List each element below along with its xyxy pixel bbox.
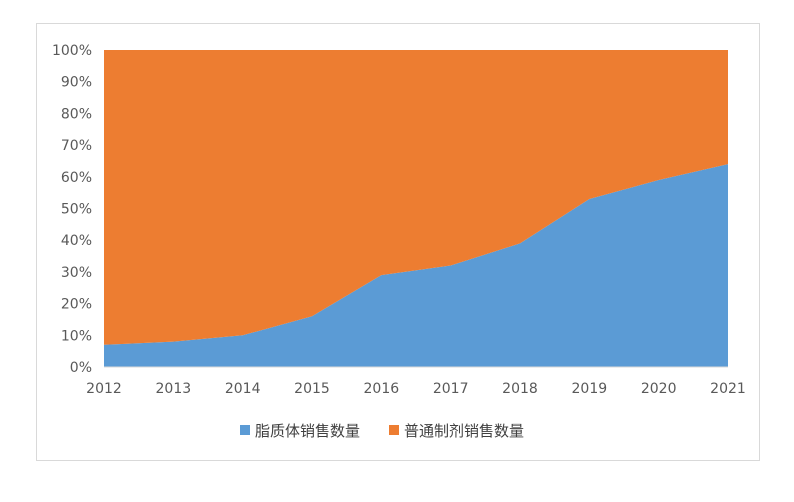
y-tick-label: 60%	[61, 170, 92, 186]
y-tick-label: 100%	[52, 43, 92, 59]
y-tick-label: 20%	[61, 297, 92, 313]
legend-label: 脂质体销售数量	[255, 422, 360, 440]
x-tick-label: 2016	[364, 381, 400, 397]
legend-label: 普通制剂销售数量	[404, 422, 524, 440]
y-tick-label: 0%	[70, 360, 92, 376]
area-series-1	[104, 164, 728, 367]
x-tick-label: 2014	[225, 381, 261, 397]
y-tick-label: 80%	[61, 106, 92, 122]
x-tick-label: 2019	[572, 381, 608, 397]
y-tick-label: 90%	[61, 75, 92, 91]
legend: 脂质体销售数量 普通制剂销售数量	[240, 422, 524, 440]
x-tick-label: 2020	[641, 381, 677, 397]
y-axis-ticks: 0% 10% 20% 30% 40% 50% 60% 70% 80% 90% 100%	[52, 43, 92, 376]
y-tick-label: 10%	[61, 328, 92, 344]
x-tick-label: 2018	[502, 381, 538, 397]
x-axis-ticks: 2012 2013 2014 2015 2016 2017 2018 2019 2020 2021	[86, 381, 746, 397]
x-tick-label: 2012	[86, 381, 122, 397]
y-tick-label: 50%	[61, 202, 92, 218]
y-tick-label: 40%	[61, 233, 92, 249]
x-tick-label: 2015	[294, 381, 330, 397]
x-tick-label: 2013	[156, 381, 192, 397]
x-tick-label: 2017	[433, 381, 469, 397]
legend-swatch	[240, 425, 250, 435]
legend-swatch	[389, 425, 399, 435]
y-tick-label: 30%	[61, 265, 92, 281]
area-series-2	[104, 50, 728, 345]
x-tick-label: 2021	[710, 381, 746, 397]
plot-area	[104, 50, 728, 367]
y-tick-label: 70%	[61, 138, 92, 154]
